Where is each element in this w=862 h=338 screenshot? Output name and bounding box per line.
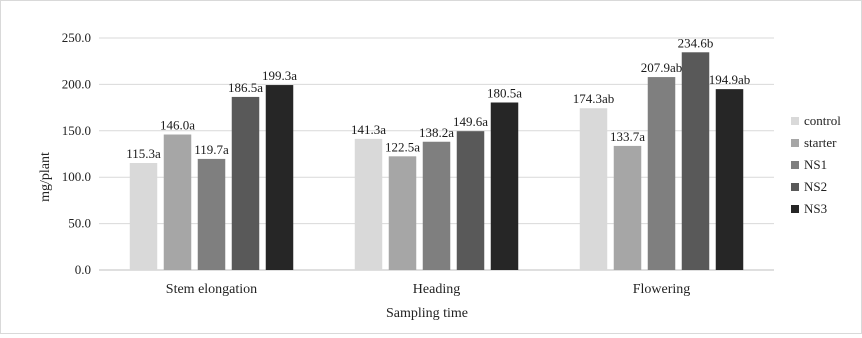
legend-swatch	[791, 183, 799, 191]
bar-ns3-1	[265, 85, 294, 271]
bar-starter-3	[613, 145, 642, 270]
y-axis-ticks: 0.0 50.0 100.0 150.0 200.0 250.0	[62, 30, 91, 277]
bar-ns3-2	[490, 102, 519, 270]
data-label: 186.5a	[228, 80, 263, 95]
bar-starter-2	[388, 156, 417, 270]
bar-ns2-2	[456, 131, 485, 270]
legend-swatch	[791, 117, 799, 125]
bar-ns1-2	[422, 141, 451, 270]
legend-swatch	[791, 139, 799, 147]
data-label: 199.3a	[262, 68, 297, 83]
x-category-label: Flowering	[633, 282, 691, 297]
y-tick-label: 200.0	[62, 76, 91, 91]
bar-ns1-3	[647, 77, 676, 270]
data-label: 119.7a	[194, 142, 229, 157]
data-label: 146.0a	[160, 118, 195, 133]
data-label: 207.9ab	[641, 60, 683, 75]
bar-control-1	[129, 163, 158, 270]
data-label: 133.7a	[610, 129, 645, 144]
bars	[129, 52, 744, 271]
bar-ns2-3	[681, 52, 710, 270]
bar-ns1-1	[197, 158, 226, 270]
data-label: 234.6b	[678, 35, 714, 50]
data-label: 149.6a	[453, 114, 488, 129]
data-label: 122.5a	[385, 139, 420, 154]
y-axis-title: mg/plant	[38, 152, 53, 202]
data-label: 174.3ab	[573, 91, 615, 106]
data-label: 194.9ab	[709, 72, 751, 87]
data-label: 180.5a	[487, 85, 522, 100]
bar-starter-1	[163, 134, 192, 270]
legend-label: NS3	[804, 201, 827, 216]
legend-label: starter	[804, 135, 837, 150]
bar-ns2-1	[231, 96, 260, 270]
bar-chart: 0.0 50.0 100.0 150.0 200.0 250.0 115.3a 146.0a…	[38, 30, 841, 321]
y-tick-label: 250.0	[62, 30, 91, 45]
data-label: 115.3a	[126, 146, 161, 161]
legend-label: NS1	[804, 157, 827, 172]
data-label: 141.3a	[351, 122, 386, 137]
legend-label: control	[804, 113, 841, 128]
data-label: 138.2a	[419, 125, 454, 140]
x-axis-title: Sampling time	[386, 306, 468, 321]
legend-label: NS2	[804, 179, 827, 194]
bar-control-2	[354, 138, 383, 270]
bar-control-3	[579, 108, 608, 270]
y-tick-label: 0.0	[75, 262, 91, 277]
x-category-label: Heading	[413, 282, 460, 297]
legend-swatch	[791, 205, 799, 213]
x-axis-categories: Stem elongation Heading Flowering	[166, 282, 690, 297]
bar-ns3-3	[715, 89, 744, 270]
y-tick-label: 150.0	[62, 123, 91, 138]
x-category-label: Stem elongation	[166, 282, 257, 297]
y-tick-label: 100.0	[62, 169, 91, 184]
y-tick-label: 50.0	[68, 216, 91, 231]
legend-swatch	[791, 161, 799, 169]
legend: control starter NS1 NS2 NS3	[791, 113, 841, 216]
